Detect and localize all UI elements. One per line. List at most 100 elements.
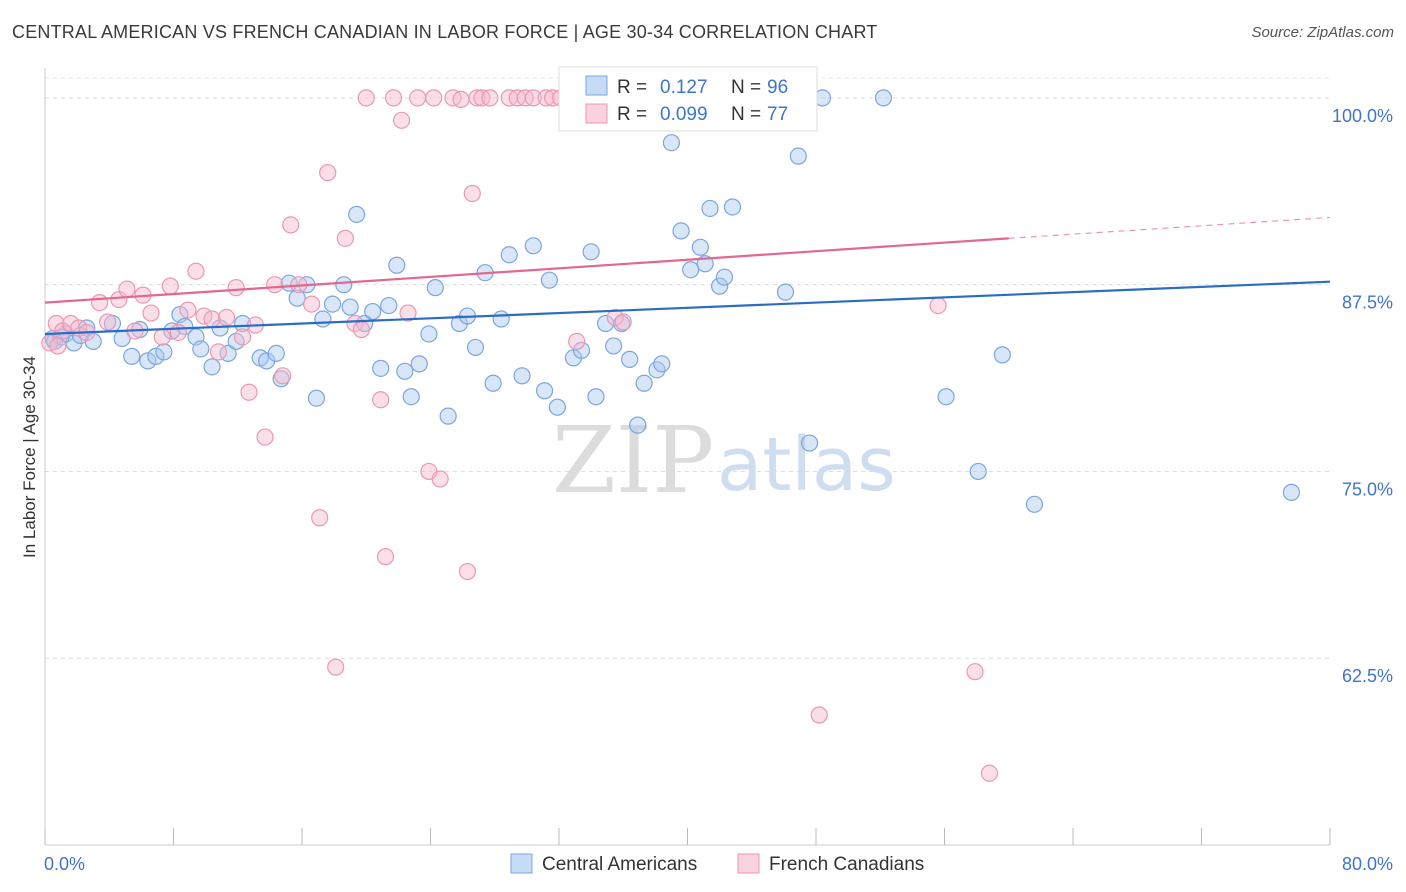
x-axis-ticks [44, 828, 1331, 845]
french-canadians-point [91, 293, 109, 312]
french-canadians-point [303, 295, 321, 313]
stats-legend-r-value-0: 0.127 [660, 77, 708, 98]
french-canadians-point [384, 89, 403, 107]
central-americans-point [314, 310, 332, 328]
central-americans-point [163, 322, 181, 340]
watermark-zip: ZIP [552, 407, 714, 514]
central-americans-point [969, 462, 987, 481]
french-canadians-point [336, 229, 354, 247]
gridlines [45, 77, 1330, 659]
french-canadians-point [346, 314, 364, 333]
central-americans-point [192, 340, 210, 358]
french-canadians-point [203, 310, 221, 328]
watermark-atlas: atlas [717, 422, 896, 508]
y-tick-labels: 62.5% 75.0% 87.5% 100.0% [1332, 106, 1393, 686]
central-americans-point [572, 341, 591, 360]
french-canadians-point [99, 313, 117, 331]
french-canadians-point [376, 548, 395, 566]
central-americans-point [691, 238, 709, 256]
central-americans-point [372, 359, 390, 377]
y-tick-label: 87.5% [1342, 293, 1393, 313]
central-americans-point [492, 310, 510, 328]
french-canadians-point [980, 764, 999, 782]
central-americans-point [629, 416, 647, 434]
central-americans-point [484, 374, 502, 392]
central-americans-point [701, 199, 719, 218]
central-americans-point [993, 346, 1011, 364]
french-canadians-point [966, 663, 984, 681]
french-canadians-point [537, 89, 555, 107]
central-americans-point [420, 325, 438, 343]
french-canadians-point [614, 313, 632, 331]
french-canadians-point [468, 89, 486, 107]
central-americans-point [672, 222, 690, 240]
trend-line-0 [44, 280, 1331, 336]
series-central-americans-points [44, 89, 1301, 513]
french-canadians-point [929, 296, 947, 315]
french-canadians-point [568, 332, 586, 351]
central-americans-point [410, 355, 428, 373]
central-americans-point [396, 362, 414, 380]
french-canadians-point [227, 279, 245, 297]
central-americans-point [323, 295, 342, 313]
french-canadians-point [266, 276, 284, 294]
french-canadians-point [392, 111, 411, 129]
central-americans-point [587, 388, 605, 406]
central-americans-point [937, 388, 955, 406]
y-tick-label: 75.0% [1342, 479, 1393, 499]
french-canadians-point [399, 304, 417, 322]
central-americans-point [723, 198, 742, 216]
french-canadians-point [327, 658, 345, 676]
central-americans-point [582, 243, 600, 261]
french-canadians-point [161, 277, 179, 295]
french-canadians-point [425, 89, 443, 107]
central-americans-point [662, 134, 681, 152]
central-americans-point [500, 246, 518, 264]
french-canadians-point [452, 90, 470, 108]
central-americans-point [548, 398, 566, 416]
central-americans-point [233, 314, 252, 333]
french-canadians-point [233, 328, 252, 346]
central-americans-point [800, 434, 819, 452]
chart-source: Source: ZipAtlas.com [1251, 24, 1394, 41]
legend-swatch-french-canadians [737, 853, 760, 874]
french-canadians-point [187, 262, 205, 280]
french-canadians-point [481, 89, 499, 107]
french-canadians-point [240, 383, 258, 401]
french-canadians-point [311, 509, 329, 527]
french-canadians-point [352, 320, 371, 339]
central-americans-point [426, 279, 444, 297]
central-americans-point [711, 277, 729, 295]
central-americans-point [535, 382, 554, 400]
trend-line-extension-1 [1008, 216, 1331, 239]
central-americans-point [540, 271, 558, 289]
trend-line-1 [44, 237, 1009, 304]
french-canadians-point [357, 89, 375, 107]
french-canadians-point [606, 308, 624, 327]
french-canadians-point [256, 428, 274, 446]
stats-legend-r-label-0: R = [617, 77, 647, 98]
central-americans-point [513, 367, 531, 385]
central-americans-point [155, 343, 173, 361]
french-canadians-point [372, 391, 390, 409]
central-americans-point [682, 261, 700, 279]
stats-legend-n-value-0: 96 [767, 77, 788, 98]
central-americans-point [524, 237, 542, 255]
trend-lines [44, 216, 1331, 336]
central-americans-point [176, 317, 194, 336]
stats-legend-swatch-0 [585, 75, 608, 96]
central-americans-point [335, 276, 353, 294]
stats-legend-r-label-1: R = [617, 104, 647, 125]
central-americans-point [288, 289, 306, 307]
french-canadians-point [458, 562, 477, 581]
french-canadians-point [810, 706, 828, 724]
central-americans-point [621, 350, 639, 368]
central-americans-point [776, 283, 795, 301]
y-tick-label: 100.0% [1332, 106, 1393, 126]
central-americans-point [1025, 495, 1044, 513]
y-tick-label: 62.5% [1342, 666, 1393, 686]
central-americans-point [147, 347, 165, 365]
french-canadians-point [153, 328, 171, 346]
central-americans-point [348, 205, 366, 224]
